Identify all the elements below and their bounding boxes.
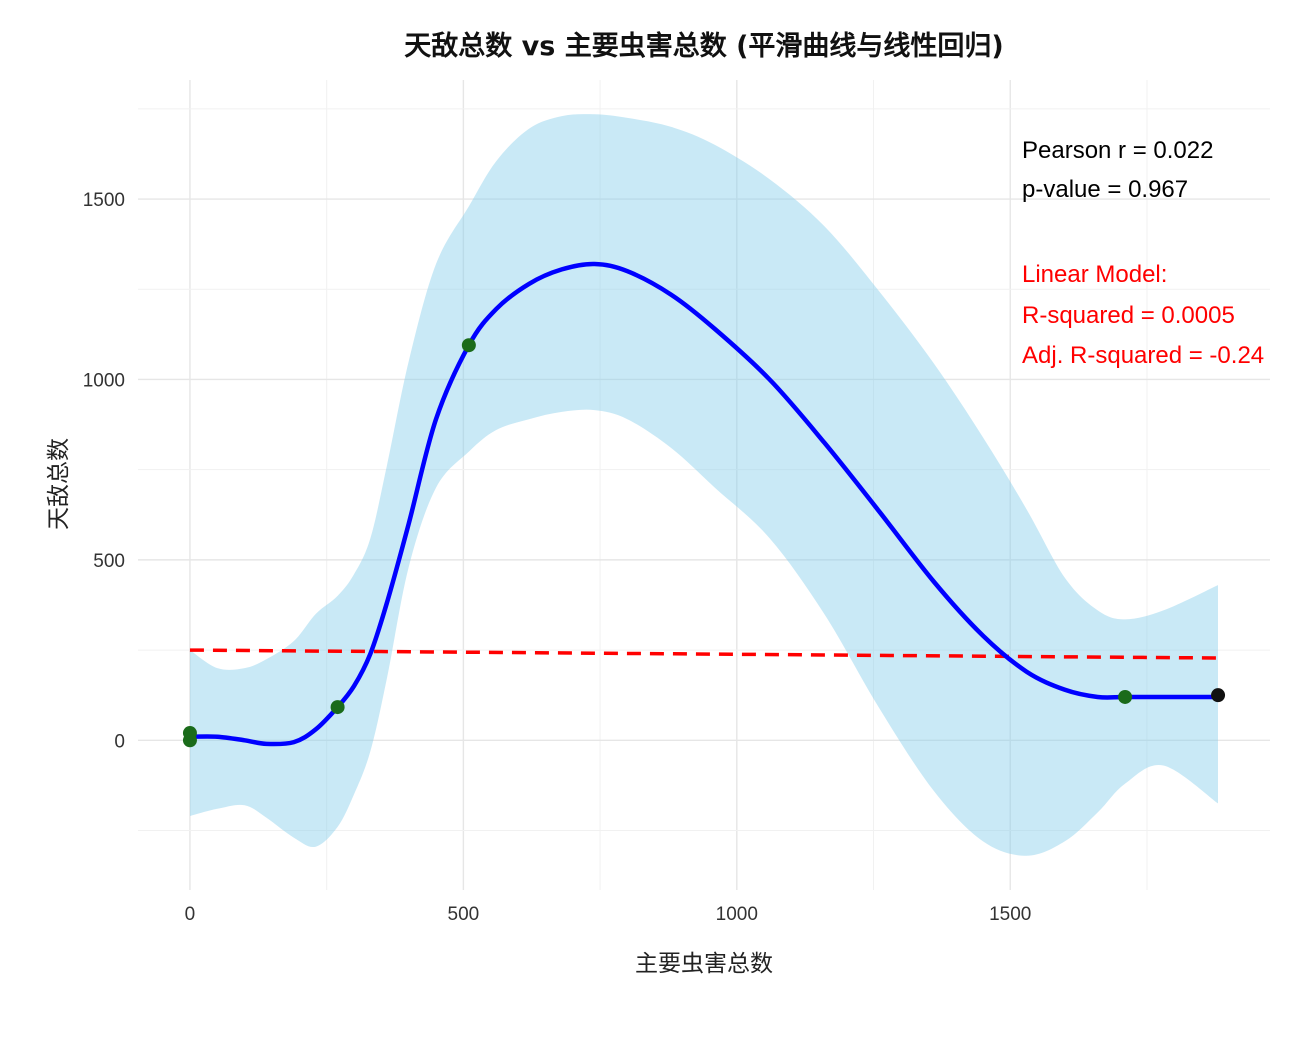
x-tick-label: 1500 <box>989 904 1031 925</box>
y-axis-title: 天敌总数 <box>46 438 72 530</box>
data-point <box>1211 688 1226 703</box>
data-points <box>182 338 1226 748</box>
smooth-curve <box>187 261 1221 747</box>
x-axis-title: 主要虫害总数 <box>635 951 773 977</box>
data-point <box>1118 689 1133 704</box>
p-value-label: p-value = 0.967 <box>1022 176 1188 203</box>
chart-title: 天敌总数 vs 主要虫害总数 (平滑曲线与线性回归) <box>404 30 1004 62</box>
pearson-r-label: Pearson r = 0.022 <box>1022 137 1213 164</box>
linear-fit-line <box>189 648 1219 660</box>
data-point <box>330 700 345 715</box>
data-point <box>182 726 197 741</box>
data-point <box>461 338 476 353</box>
y-tick-labels: 0 500 1000 1500 <box>83 190 125 752</box>
x-tick-label: 0 <box>185 904 196 925</box>
y-tick-label: 1000 <box>83 370 125 391</box>
stats-annotation: Pearson r = 0.022 p-value = 0.967 Linear… <box>1022 137 1264 369</box>
x-tick-labels: 0 500 1000 1500 <box>185 904 1032 925</box>
y-tick-label: 500 <box>93 551 125 572</box>
linear-model-title: Linear Model: <box>1022 261 1167 288</box>
y-tick-label: 0 <box>114 731 125 752</box>
confidence-band <box>190 114 1218 856</box>
y-tick-label: 1500 <box>83 190 125 211</box>
x-tick-label: 1000 <box>716 904 758 925</box>
r-squared-label: R-squared = 0.0005 <box>1022 302 1235 329</box>
adj-r-squared-label: Adj. R-squared = -0.24 <box>1022 342 1264 369</box>
x-tick-label: 500 <box>448 904 480 925</box>
grid <box>138 80 1270 890</box>
